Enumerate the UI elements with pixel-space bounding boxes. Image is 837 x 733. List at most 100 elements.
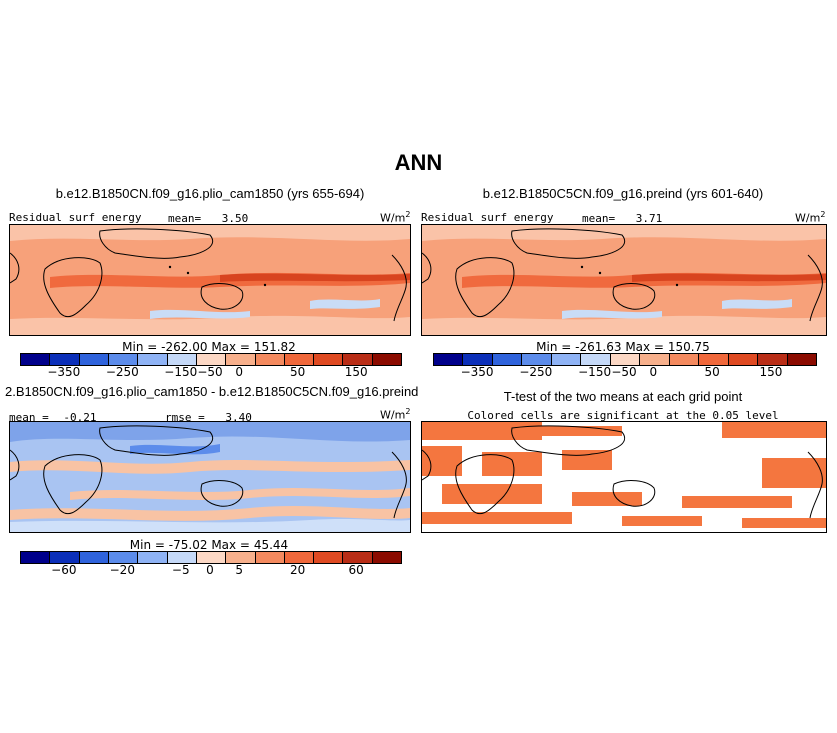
- colorbar-tick-label: −250: [105, 365, 139, 379]
- colorbar-tick-label: 5: [235, 563, 244, 577]
- panel4-cells-i: [572, 492, 642, 506]
- panel2-max-value: 150.75: [667, 340, 710, 354]
- panel3-min-value: -75.02: [168, 538, 208, 552]
- colorbar-swatch: [492, 354, 523, 365]
- colorbar-swatch: [167, 354, 197, 365]
- panel3-colorbar-ticks: −60 −20 −5 0 5 20 60: [20, 563, 400, 579]
- panel1-mean-label: mean=: [168, 212, 202, 225]
- panel3-max-value: 45.44: [253, 538, 289, 552]
- colorbar-swatch: [50, 354, 80, 365]
- colorbar-swatch: [314, 354, 344, 365]
- panel2-island-c: [675, 283, 679, 287]
- colorbar-swatch: [343, 354, 373, 365]
- panel2-title: b.e12.B1850C5CN.f09_g16.preind (yrs 601-…: [482, 186, 764, 201]
- panel4-landmass-east: [807, 451, 823, 519]
- panel1-island-b: [186, 271, 190, 275]
- panel4-cells-j: [682, 496, 792, 508]
- panel1-map: [9, 224, 411, 336]
- panel2-mean-label: mean=: [582, 212, 616, 225]
- colorbar-swatch: [284, 354, 315, 365]
- panel2-cool-patch-b: [722, 299, 792, 309]
- panel3-colorbar: [20, 551, 402, 564]
- panel1-max-value: 151.82: [253, 340, 296, 354]
- colorbar-swatch: [434, 354, 464, 365]
- panel1-north-band: [10, 225, 410, 241]
- colorbar-swatch: [255, 354, 285, 365]
- panel1-island-a: [168, 265, 172, 269]
- panel4-cells-e: [482, 452, 542, 476]
- panel1-minmax: Min = -262.00 Max = 151.82: [9, 340, 409, 354]
- panel3-mean-value: -0.21: [63, 411, 97, 424]
- panel3-map-svg: [10, 422, 410, 532]
- panel1-colorbar: [20, 353, 402, 366]
- panel4-landmass-eurasia: [511, 425, 625, 456]
- panel4-map-svg: [422, 422, 826, 528]
- panel2-min-value: -261.63: [575, 340, 622, 354]
- panel3-landmass-west: [10, 449, 20, 481]
- panel4-cells-f: [562, 450, 612, 470]
- panel3-cool-patch: [130, 444, 220, 455]
- colorbar-tick-label: 50: [290, 365, 306, 379]
- colorbar-swatch: [314, 552, 344, 563]
- panel2-mean-value: 3.71: [635, 212, 663, 225]
- panel1-title: b.e12.B1850CN.f09_g16.plio_cam1850 (yrs …: [55, 186, 365, 201]
- panel3-map: [9, 421, 411, 533]
- colorbar-swatch: [167, 552, 197, 563]
- colorbar-tick-label: −20: [109, 563, 135, 577]
- panel2-north-band: [422, 225, 826, 241]
- panel3-landmass-australia: [200, 480, 244, 507]
- colorbar-swatch: [79, 552, 109, 563]
- panel4-significant-cells: [422, 422, 826, 528]
- panel2-minmax: Min = -261.63 Max = 150.75: [421, 340, 825, 354]
- colorbar-swatch: [758, 354, 788, 365]
- panel3-rmse-label: rmse =: [165, 411, 205, 424]
- colorbar-tick-label: −350: [47, 365, 81, 379]
- panel3-south-band: [10, 519, 410, 532]
- panel1-max-label: Max =: [211, 340, 250, 354]
- figure-title: ANN: [394, 150, 443, 175]
- panel1-colorbar-ticks: −350 −250 −150 −50 0 50 150: [20, 365, 400, 381]
- colorbar-tick-label: 150: [344, 365, 368, 379]
- colorbar-tick-label: 50: [704, 365, 720, 379]
- panel4-landmass-west: [422, 449, 432, 481]
- panel4-cells-b: [542, 426, 622, 436]
- panel2-island-a: [580, 265, 584, 269]
- panel4-cells-m: [742, 518, 826, 528]
- panel1-mean-value: 3.50: [221, 212, 249, 225]
- panel3-minmax: Min = -75.02 Max = 45.44: [9, 538, 409, 552]
- panel2-map: [421, 224, 827, 336]
- colorbar-tick-label: 0: [206, 563, 214, 577]
- colorbar-swatch: [787, 354, 817, 365]
- panel3-max-label: Max =: [211, 538, 250, 552]
- colorbar-tick-label: −60: [51, 563, 77, 577]
- colorbar-swatch: [551, 354, 582, 365]
- panel1-min-value: -262.00: [161, 340, 208, 354]
- colorbar-swatch: [196, 354, 227, 365]
- panel4-cells-k: [422, 512, 572, 524]
- panel2-landmass-africa: [455, 257, 515, 318]
- panel1-landmass-australia: [200, 283, 244, 310]
- colorbar-swatch: [138, 552, 168, 563]
- panel4-subtitle: Colored cells are significant at the 0.0…: [467, 409, 779, 422]
- colorbar-swatch: [21, 552, 51, 563]
- panel1-equatorial-core: [220, 273, 410, 282]
- panel4-cells-d: [422, 446, 462, 476]
- panel4-cells-h: [442, 484, 542, 504]
- panel2-map-svg: [422, 225, 826, 335]
- colorbar-swatch: [372, 552, 402, 563]
- panel4-landmass-australia: [612, 480, 656, 507]
- colorbar-tick-label: 0: [649, 365, 658, 379]
- panel3-rmse-value: 3.40: [225, 411, 252, 424]
- panel2-landmass-eurasia: [511, 228, 625, 259]
- colorbar-swatch: [669, 354, 700, 365]
- colorbar-tick-label: 150: [759, 365, 783, 379]
- colorbar-swatch: [108, 552, 139, 563]
- panel2-units: W/m2: [795, 210, 826, 225]
- colorbar-swatch: [196, 552, 227, 563]
- colorbar-swatch: [463, 354, 493, 365]
- panel1-south-band: [10, 315, 410, 335]
- colorbar-swatch: [226, 552, 256, 563]
- panel4-cells-l: [622, 516, 702, 526]
- colorbar-swatch: [255, 552, 285, 563]
- panel1-cool-patch-b: [310, 299, 380, 309]
